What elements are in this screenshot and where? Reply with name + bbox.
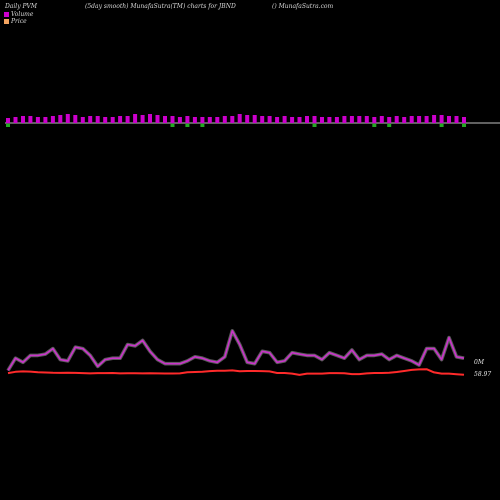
- volume-bar: [21, 116, 25, 123]
- volume-bars: [5, 114, 500, 127]
- legend-price-swatch: [4, 19, 9, 24]
- volume-bar: [140, 115, 145, 123]
- volume-bar: [80, 117, 85, 123]
- volume-bar: [192, 117, 197, 123]
- volume-bar: [237, 114, 242, 123]
- pvm-end-label: 0M: [474, 359, 485, 366]
- volume-bar: [103, 117, 108, 123]
- volume-bar: [462, 117, 466, 123]
- volume-bar: [215, 117, 220, 123]
- volume-bar: [177, 117, 182, 123]
- volume-down-marker: [387, 124, 392, 127]
- volume-bar: [417, 116, 422, 123]
- volume-bar: [95, 116, 100, 123]
- chart-title-right: () MunafaSutra.com: [272, 3, 334, 10]
- legend-volume-label: Volume: [11, 11, 34, 18]
- volume-bar: [349, 116, 354, 123]
- volume-bar: [402, 117, 407, 123]
- volume-bar: [394, 116, 399, 123]
- volume-down-marker: [185, 124, 190, 127]
- volume-bar: [50, 116, 55, 123]
- volume-bar: [252, 115, 257, 123]
- volume-bar: [260, 116, 265, 123]
- volume-bar: [88, 116, 93, 123]
- chart-title-middle: (5day smooth) MunafaSutra(TM) charts for…: [85, 3, 236, 10]
- price-line: [7, 368, 465, 376]
- volume-bar: [13, 117, 18, 123]
- volume-down-marker: [6, 124, 10, 127]
- volume-bar: [372, 117, 377, 123]
- price-end-label: 58.97: [474, 371, 491, 378]
- volume-bar: [170, 116, 175, 123]
- volume-bar: [454, 116, 459, 123]
- volume-bar: [424, 116, 429, 123]
- volume-bar: [185, 116, 190, 123]
- volume-bar: [245, 115, 250, 123]
- volume-bar: [6, 118, 10, 123]
- volume-bar: [297, 117, 302, 123]
- volume-bar: [342, 116, 347, 123]
- volume-down-marker: [312, 124, 317, 127]
- volume-bar: [58, 115, 63, 123]
- volume-bar: [305, 116, 309, 123]
- volume-bar: [290, 117, 295, 123]
- volume-bar: [222, 116, 227, 123]
- volume-down-marker: [200, 124, 205, 127]
- chart-title-left: Daily PVM: [5, 3, 38, 10]
- volume-bar: [364, 116, 369, 123]
- volume-bar: [409, 116, 414, 123]
- volume-bar: [163, 116, 167, 123]
- volume-bar: [118, 116, 123, 123]
- volume-bar: [439, 115, 444, 123]
- volume-bar: [200, 117, 205, 123]
- volume-bar: [312, 116, 317, 123]
- volume-bar: [282, 116, 287, 123]
- volume-bar: [155, 115, 160, 123]
- volume-bar: [387, 117, 392, 123]
- pvm-line: [7, 329, 465, 371]
- volume-bar: [327, 117, 332, 123]
- volume-bar: [267, 116, 272, 123]
- volume-bar: [65, 114, 70, 123]
- volume-bar: [320, 117, 324, 123]
- volume-down-marker: [372, 124, 377, 127]
- volume-bar: [275, 117, 280, 123]
- volume-down-marker: [439, 124, 444, 127]
- volume-bar: [133, 114, 138, 123]
- volume-bar: [43, 117, 48, 123]
- volume-bar: [110, 117, 115, 123]
- legend-volume: Volume: [4, 11, 33, 18]
- lines: [6, 328, 465, 376]
- volume-bar: [125, 116, 130, 123]
- volume-down-marker: [170, 124, 175, 127]
- volume-bar: [357, 116, 362, 123]
- legend-price-label: Price: [11, 18, 27, 25]
- volume-down-marker: [462, 124, 466, 127]
- volume-bar: [334, 117, 339, 123]
- volume-bar: [35, 117, 40, 123]
- volume-bar: [73, 115, 78, 123]
- volume-bar: [230, 116, 235, 123]
- legend-price: Price: [4, 18, 27, 25]
- volume-bar: [148, 114, 152, 123]
- volume-bar: [447, 116, 451, 123]
- volume-bar: [432, 115, 437, 123]
- legend-volume-swatch: [4, 12, 9, 17]
- volume-bar: [207, 117, 212, 123]
- volume-bar: [379, 116, 384, 123]
- volume-bar: [28, 116, 33, 123]
